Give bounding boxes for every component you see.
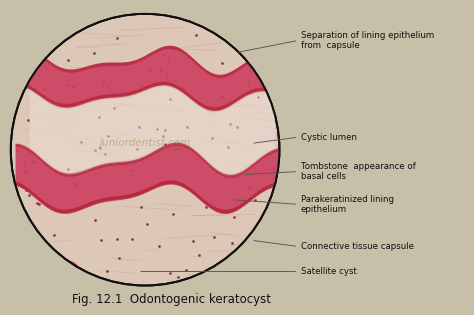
Polygon shape [20,82,284,111]
Text: Fig. 12.1  Odontogenic keratocyst: Fig. 12.1 Odontogenic keratocyst [72,293,271,306]
Text: Juniordentist.com: Juniordentist.com [100,139,191,148]
Polygon shape [16,144,284,210]
Text: Separation of lining epithelium
from  capsule: Separation of lining epithelium from cap… [301,31,434,50]
Polygon shape [16,180,284,214]
Polygon shape [20,49,284,110]
Ellipse shape [11,14,279,285]
Text: Tombstone  appearance of
basal cells: Tombstone appearance of basal cells [301,162,415,181]
Ellipse shape [43,260,78,277]
Polygon shape [16,143,284,178]
Text: Connective tissue capsule: Connective tissue capsule [301,242,414,251]
Polygon shape [16,180,284,213]
Polygon shape [20,46,284,78]
Text: Parakeratinized lining
epithelium: Parakeratinized lining epithelium [301,195,393,214]
Polygon shape [30,87,275,173]
Text: Satellite cyst: Satellite cyst [301,267,356,276]
Text: Cystic lumen: Cystic lumen [301,133,356,142]
Polygon shape [20,83,284,111]
